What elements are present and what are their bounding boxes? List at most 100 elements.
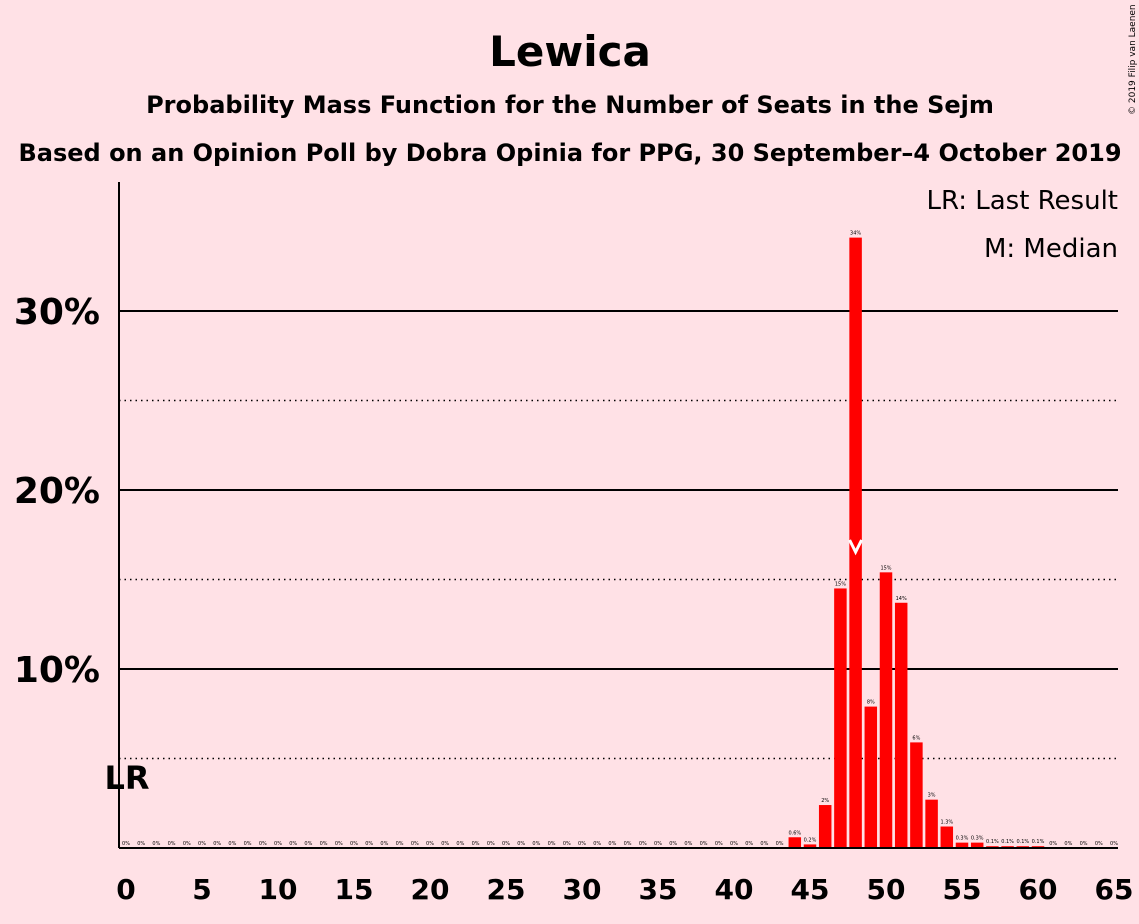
x-tick-label: 50 bbox=[867, 873, 906, 906]
data-label: 0% bbox=[669, 841, 677, 847]
data-label: 0% bbox=[578, 841, 586, 847]
data-label: 0.2% bbox=[804, 837, 817, 843]
data-label: 15% bbox=[880, 565, 891, 571]
x-tick-label: 45 bbox=[791, 873, 830, 906]
data-label: 0% bbox=[1110, 841, 1118, 847]
data-label: 0% bbox=[213, 841, 221, 847]
data-label: 0% bbox=[259, 841, 267, 847]
data-label: 0% bbox=[396, 841, 404, 847]
data-label: 0% bbox=[152, 841, 160, 847]
bar bbox=[925, 799, 938, 848]
x-tick-label: 60 bbox=[1019, 873, 1058, 906]
data-label: 6% bbox=[912, 735, 920, 741]
bar bbox=[910, 742, 923, 848]
bars bbox=[788, 237, 1045, 849]
x-tick-label: 55 bbox=[943, 873, 982, 906]
y-tick-label: 30% bbox=[14, 292, 100, 333]
data-label: 0.1% bbox=[1032, 839, 1045, 845]
x-axis-ticks: 0 5 10 15 20 25 30 35 40 45 50 55 60 65 bbox=[116, 873, 1133, 906]
data-label: 0% bbox=[608, 841, 616, 847]
data-label: 0% bbox=[411, 841, 419, 847]
x-tick-label: 35 bbox=[639, 873, 678, 906]
bar bbox=[849, 237, 862, 849]
data-label: 0% bbox=[350, 841, 358, 847]
x-tick-label: 40 bbox=[715, 873, 754, 906]
data-label: 1.3% bbox=[940, 820, 953, 826]
data-label: 8% bbox=[867, 700, 875, 706]
data-label: 0% bbox=[487, 841, 495, 847]
data-label: 0% bbox=[426, 841, 434, 847]
x-tick-label: 65 bbox=[1095, 873, 1134, 906]
data-label: 0% bbox=[1095, 841, 1103, 847]
data-label: 0% bbox=[593, 841, 601, 847]
data-label: 0% bbox=[274, 841, 282, 847]
data-label: 0% bbox=[304, 841, 312, 847]
x-tick-label: 10 bbox=[259, 873, 298, 906]
data-label: 0% bbox=[228, 841, 236, 847]
x-tick-label: 5 bbox=[192, 873, 211, 906]
gridlines bbox=[119, 310, 1118, 760]
data-label: 0% bbox=[532, 841, 540, 847]
bar bbox=[864, 706, 878, 848]
x-tick-label: 15 bbox=[335, 873, 374, 906]
data-label: 0% bbox=[289, 841, 297, 847]
data-label: 0% bbox=[548, 841, 556, 847]
data-label: 0% bbox=[168, 841, 176, 847]
bar bbox=[803, 844, 817, 848]
data-label: 0% bbox=[137, 841, 145, 847]
bar bbox=[894, 602, 908, 848]
data-label: 0% bbox=[244, 841, 252, 847]
data-label: 0.6% bbox=[788, 830, 801, 836]
data-label: 0.1% bbox=[986, 839, 999, 845]
data-label: 0% bbox=[502, 841, 510, 847]
copyright-notice: © 2019 Filip van Laenen bbox=[1128, 4, 1138, 115]
data-label: 0% bbox=[1080, 841, 1088, 847]
bar bbox=[879, 572, 893, 848]
data-label: 3% bbox=[928, 793, 936, 799]
data-label: 15% bbox=[835, 581, 846, 587]
data-label: 0% bbox=[776, 841, 784, 847]
bar bbox=[970, 842, 984, 848]
data-label: 0% bbox=[760, 841, 768, 847]
y-tick-label: 20% bbox=[14, 471, 100, 512]
chart-title: Lewica bbox=[489, 27, 651, 76]
data-label: 0% bbox=[700, 841, 708, 847]
data-label: 0% bbox=[320, 841, 328, 847]
data-label: 0% bbox=[684, 841, 692, 847]
data-label: 0% bbox=[441, 841, 449, 847]
data-label: 0.1% bbox=[1001, 839, 1014, 845]
x-tick-label: 20 bbox=[411, 873, 450, 906]
data-label: 0% bbox=[335, 841, 343, 847]
bar bbox=[834, 588, 847, 848]
data-labels: 0% 0% 0% 0% 0% 0% 0% 0% 0% 0% 0% 0% 0% 0% 0% 0% 0% 0% 0% 0%… bbox=[122, 231, 1118, 847]
data-label: 0% bbox=[639, 841, 647, 847]
chart-subtitle-poll: Based on an Opinion Poll by Dobra Opinia… bbox=[18, 139, 1121, 167]
legend-last-result: LR: Last Result bbox=[926, 186, 1118, 216]
legend-median: M: Median bbox=[984, 234, 1118, 264]
data-label: 0% bbox=[122, 841, 130, 847]
data-label: 0% bbox=[624, 841, 632, 847]
data-label: 0% bbox=[198, 841, 206, 847]
data-label: 0% bbox=[1049, 841, 1057, 847]
bar bbox=[955, 842, 969, 848]
data-label: 0% bbox=[472, 841, 480, 847]
x-tick-label: 25 bbox=[487, 873, 526, 906]
bar bbox=[788, 837, 802, 848]
data-label: 0% bbox=[183, 841, 191, 847]
x-tick-label: 0 bbox=[116, 873, 135, 906]
x-tick-label: 30 bbox=[563, 873, 602, 906]
data-label: 0% bbox=[715, 841, 723, 847]
data-label: 2% bbox=[821, 798, 829, 804]
data-label: 0% bbox=[745, 841, 753, 847]
y-axis-ticks: 10% 20% 30% bbox=[14, 292, 100, 691]
data-label: 0.1% bbox=[1016, 839, 1029, 845]
data-label: 0% bbox=[456, 841, 464, 847]
data-label: 34% bbox=[850, 231, 861, 237]
median-marker bbox=[848, 539, 863, 556]
data-label: 14% bbox=[896, 596, 907, 602]
chart-subtitle: Probability Mass Function for the Number… bbox=[146, 91, 994, 119]
data-label: 0% bbox=[365, 841, 373, 847]
y-tick-label: 10% bbox=[14, 650, 100, 691]
data-label: 0% bbox=[517, 841, 525, 847]
